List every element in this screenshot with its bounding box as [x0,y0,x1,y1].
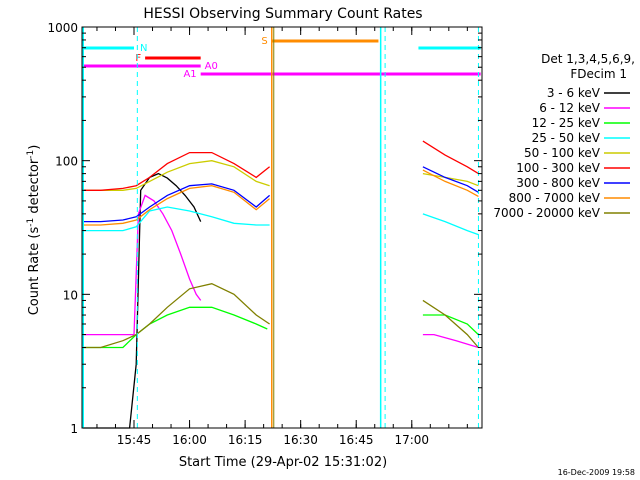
series-line-6-after-gap [422,140,479,175]
y-axis-label-end: ) [27,145,42,150]
series-line-3-after-gap [422,314,479,336]
footer-date: 16-Dec-2009 19:58 [558,468,635,477]
legend-label: 100 - 300 keV [516,161,600,175]
series-line-3 [82,306,268,349]
x-axis-label: Start Time (29-Apr-02 15:31:02) [179,455,387,470]
y-tick-label: 100 [55,155,78,169]
legend-label: 12 - 25 keV [532,116,601,130]
series-line-4 [82,206,270,232]
y-tick-label: 1000 [47,21,78,35]
series-line-1 [82,172,202,429]
x-tick-label: 16:15 [228,433,263,447]
chart-title: HESSI Observing Summary Count Rates [143,6,422,22]
legend-label: 7000 - 20000 keV [493,206,600,220]
legend-label: 25 - 50 keV [532,131,601,145]
series-line-8 [82,185,271,226]
y-axis-label-sup2: -1 [26,150,36,159]
series-layer [82,140,479,429]
legend-label: 3 - 6 keV [547,86,601,100]
y-tick-label: 10 [63,288,78,302]
gap-layer [82,27,479,428]
y-axis-label-main: Count Rate (s [27,227,42,316]
flag-label-n: N [140,43,147,54]
x-axis: 15:45 16:00 16:15 16:30 16:45 17:00 [96,27,468,447]
series-line-8-after-gap [422,169,479,197]
flag-label-a0: A0 [205,61,218,72]
y-axis: 1 10 100 1000 [47,21,482,436]
series-line-4-after-gap [422,213,479,236]
flag-label-f: F [135,53,141,64]
series-line-2-after-gap [422,333,479,349]
y-axis-label-mid: detector [27,158,42,218]
y-tick-label: 1 [70,422,78,436]
series-line-9-after-gap [422,299,479,348]
flags-layer: NF A0 A1 S [82,36,481,80]
x-tick-label: 16:00 [172,433,207,447]
legend-label: 50 - 100 keV [524,146,601,160]
y-axis-label-sup1: -1 [26,218,36,227]
legend-label: 800 - 7000 keV [509,191,601,205]
series-line-7 [82,183,271,223]
x-tick-label: 16:30 [283,433,318,447]
flag-label-a1: A1 [183,69,196,80]
series-line-9 [82,283,270,349]
series-line-5 [82,160,270,191]
legend-label: 300 - 800 keV [516,176,600,190]
x-tick-label: 16:45 [339,433,374,447]
series-line-7-after-gap [422,166,479,193]
x-tick-label: 15:45 [117,433,152,447]
flag-label-s: S [261,36,267,47]
series-line-6 [82,151,271,191]
legend-label: 6 - 12 keV [539,101,601,115]
x-tick-label: 17:00 [394,433,429,447]
y-axis-label: Count Rate (s-1 detector-1) [26,145,42,316]
legend-title-2: FDecim 1 [570,67,627,81]
legend-title-1: Det 1,3,4,5,6,9, [541,52,635,66]
